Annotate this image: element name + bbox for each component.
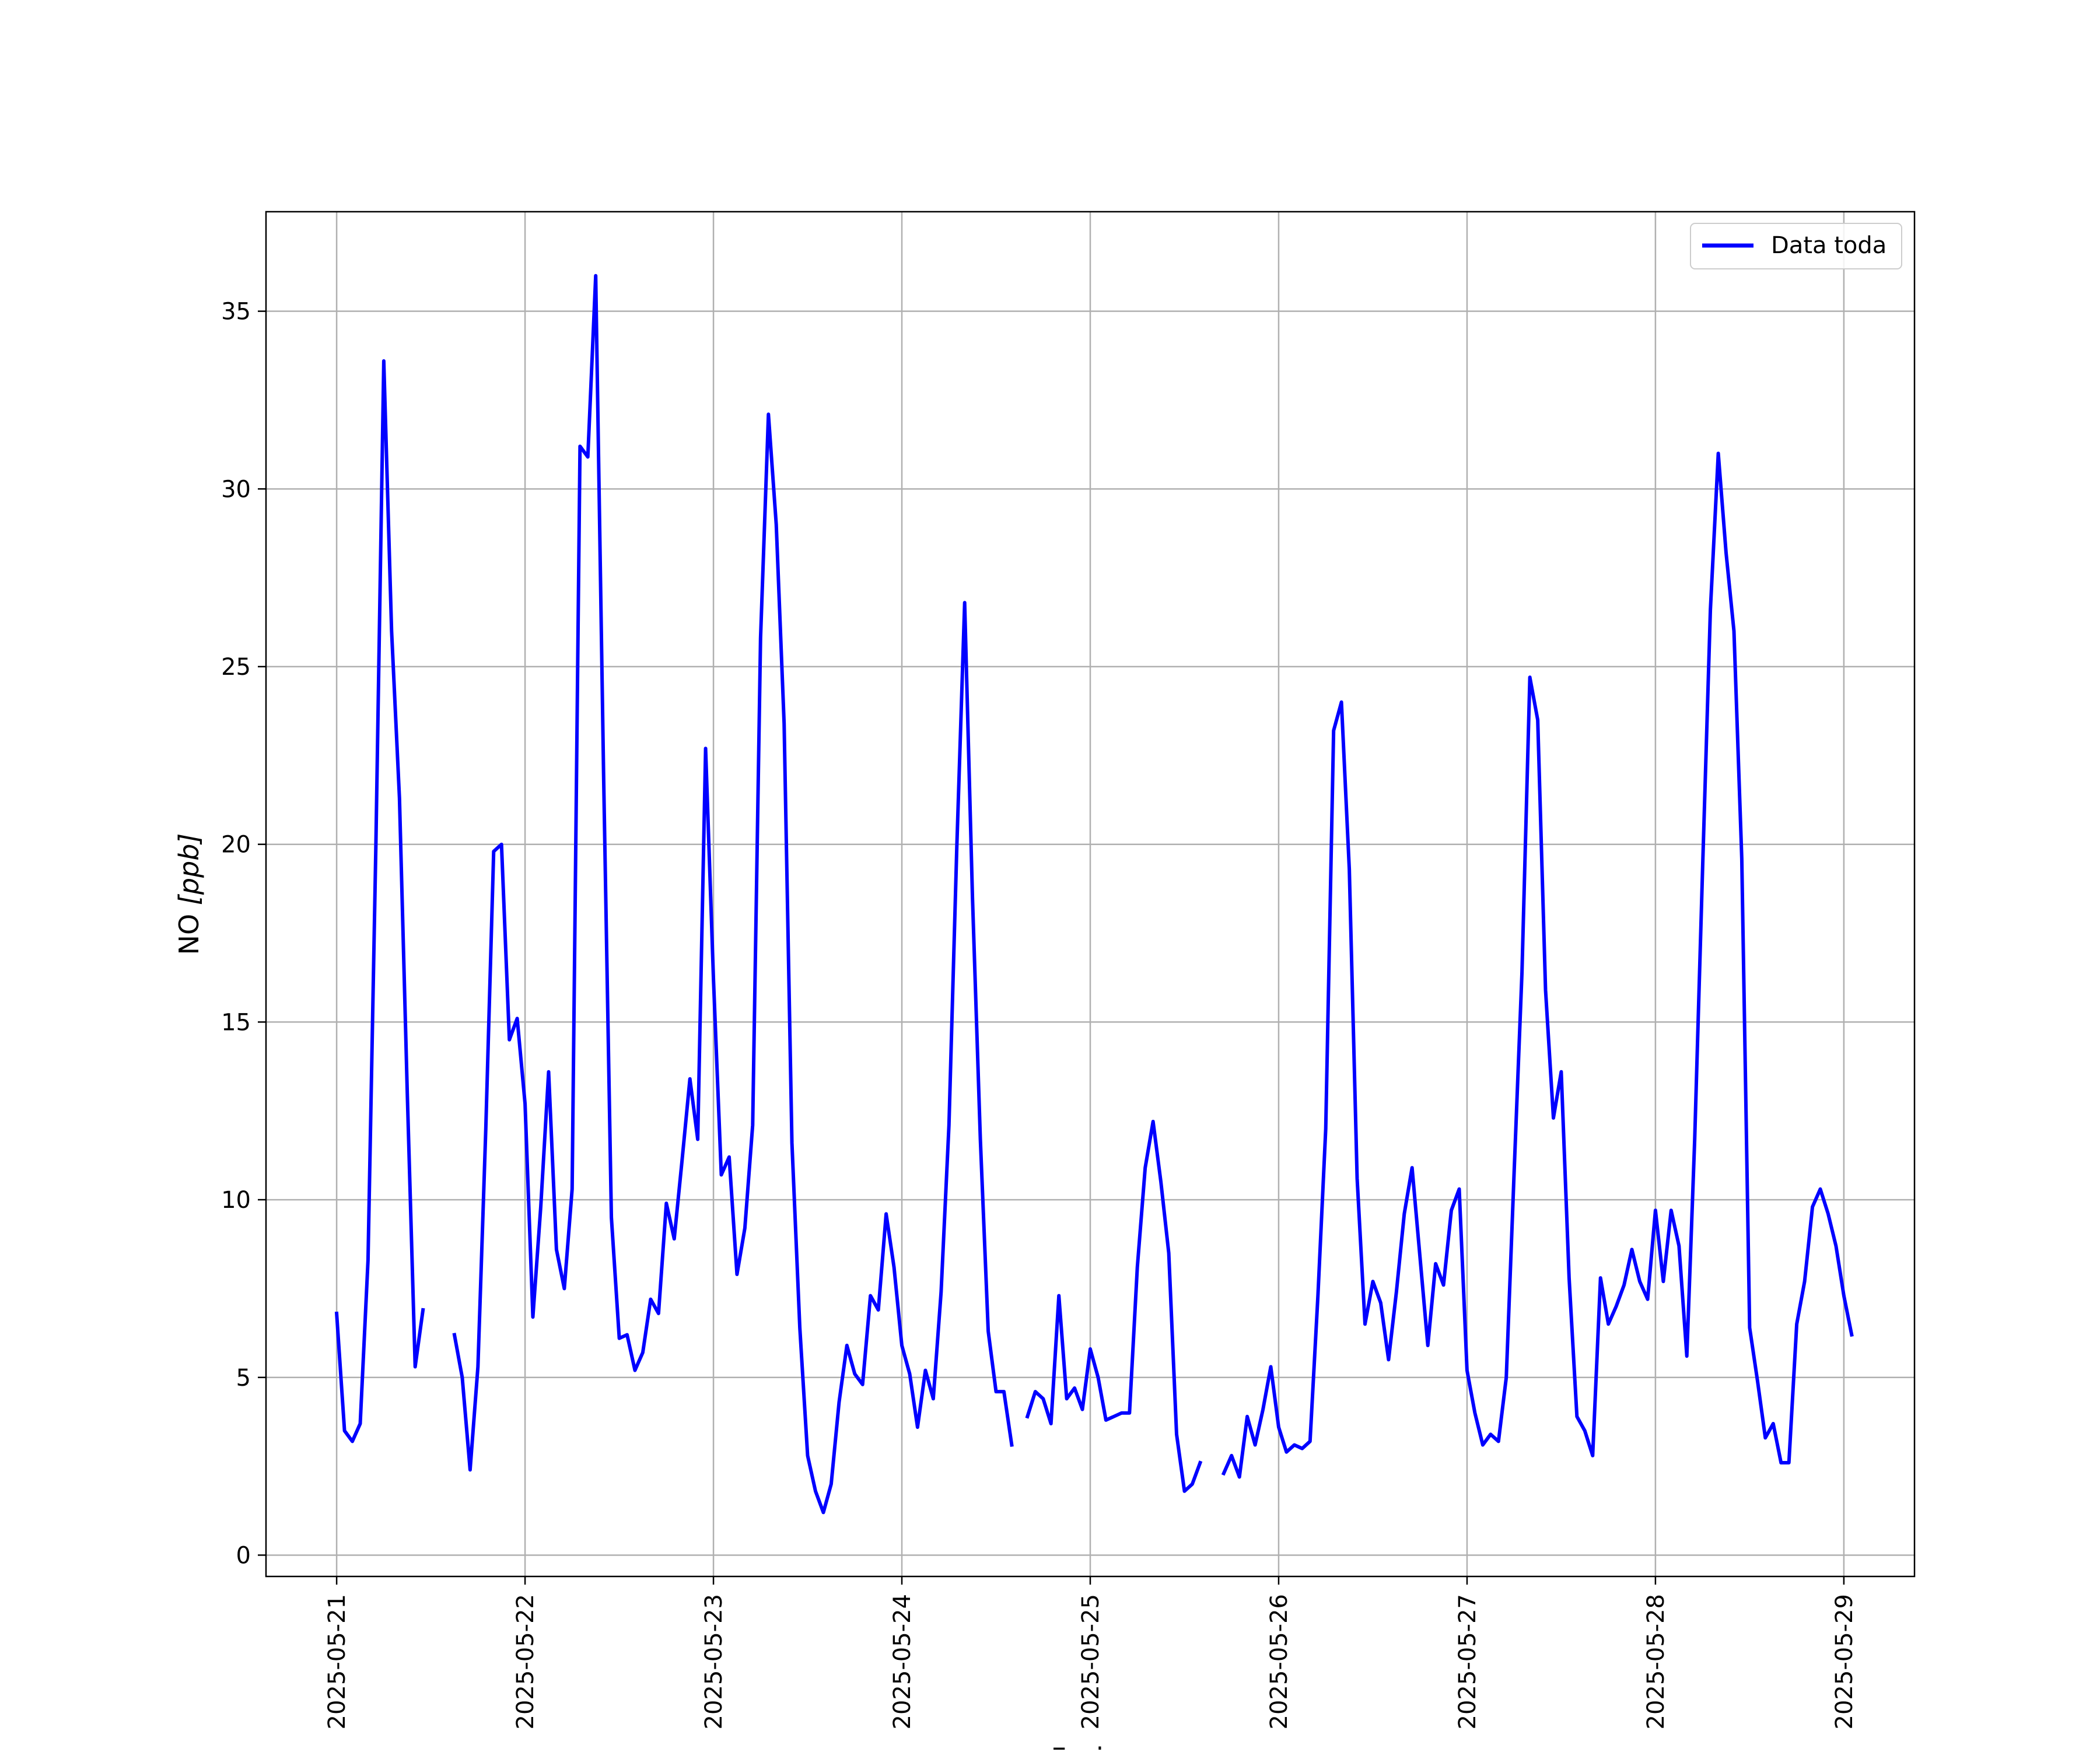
y-tick-label: 0	[236, 1542, 251, 1569]
y-tick-label: 20	[221, 832, 251, 859]
y-tick-label: 5	[236, 1365, 251, 1392]
x-tick-label: 2025-05-28	[1643, 1594, 1670, 1729]
legend-box	[1690, 223, 1902, 269]
y-tick-label: 15	[221, 1009, 251, 1036]
x-axis-label: Fecha	[1051, 1742, 1130, 1750]
x-tick-label: 2025-05-21	[324, 1594, 351, 1729]
x-tick-label: 2025-05-24	[889, 1594, 916, 1729]
grid-lines	[266, 212, 1915, 1576]
y-tick-label: 35	[221, 299, 251, 325]
x-tick-label: 2025-05-25	[1077, 1594, 1104, 1729]
y-axis-label-main: NO	[173, 905, 205, 955]
x-tick-label: 2025-05-27	[1454, 1594, 1481, 1729]
legend-label: Data toda	[1771, 232, 1887, 259]
y-tick-label: 10	[221, 1187, 251, 1214]
x-tick-label: 2025-05-29	[1831, 1594, 1858, 1729]
y-axis-label-unit: [ppb]	[173, 833, 205, 906]
series-line-data-toda	[334, 274, 1854, 1515]
x-tick-label: 2025-05-26	[1266, 1594, 1293, 1729]
y-tick-label: 30	[221, 476, 251, 503]
y-tick-label: 25	[221, 654, 251, 681]
x-tick-label: 2025-05-22	[512, 1594, 539, 1729]
axis-ticks: 2025-05-21 2025-05-22 2025-05-23 2025-05-24…	[221, 299, 1858, 1730]
y-axis-label: NO [ppb]	[173, 833, 205, 955]
x-tick-label: 2025-05-23	[701, 1594, 727, 1729]
series-data-toda	[334, 274, 1854, 1515]
legend: Data toda	[1690, 223, 1902, 269]
